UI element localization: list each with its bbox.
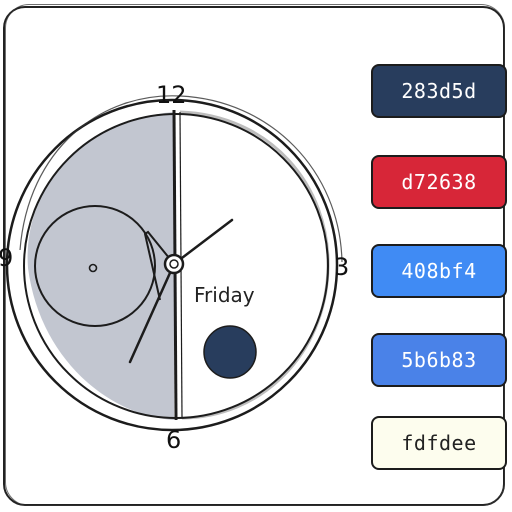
moon-phase-dot [203,325,257,379]
color-swatch-5b6b83[interactable]: 5b6b83 [371,333,507,387]
clock-rim-outer [5,98,339,432]
hour-hand [172,218,234,266]
sub-dial-center [88,263,98,273]
clock-rim-sketch [19,95,343,263]
clock-pivot-inner [169,259,179,269]
hand-tail [143,230,175,301]
clock-number-12: 12 [156,81,187,109]
color-swatch-283d5d[interactable]: 283d5d [371,64,507,118]
clock-hands [128,218,234,364]
clock-number-6: 6 [166,426,181,454]
minute-hand [128,262,176,364]
day-of-week: Friday [194,283,255,307]
color-swatch-d72638[interactable]: d72638 [371,155,507,209]
clock-number-9: 9 [0,244,13,272]
sub-dial [34,205,156,327]
color-swatch-408bf4[interactable]: 408bf4 [371,244,507,298]
color-swatch-fdfdee[interactable]: fdfdee [371,416,507,470]
analog-clock: 12 3 6 9 Friday [0,81,349,454]
clock-number-3: 3 [334,253,349,281]
clock-inner-ring [179,110,330,420]
